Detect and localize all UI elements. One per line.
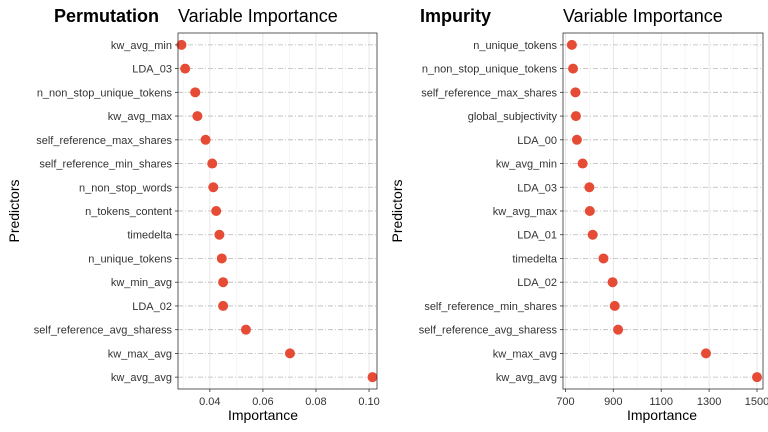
- impurity-y-tick-label: kw_avg_min: [496, 159, 557, 171]
- permutation-points: [176, 39, 378, 383]
- permutation-data-point: [180, 63, 191, 74]
- permutation-data-point: [216, 253, 227, 264]
- permutation-x-tick-label: 0.08: [305, 396, 326, 408]
- permutation-y-tick-label: n_non_stop_words: [79, 182, 172, 194]
- impurity-y-ticks: n_unique_tokens n_non_stop_unique_tokenss…: [419, 40, 563, 384]
- permutation-x-tick-label: 0.06: [252, 396, 273, 408]
- impurity-x-tick-label: 900: [604, 396, 622, 408]
- permutation-data-point: [211, 206, 222, 216]
- impurity-y-axis-title: Predictors: [389, 179, 405, 242]
- permutation-data-point: [207, 158, 218, 169]
- permutation-panel: Permutation Variable Importance Importan…: [6, 6, 380, 423]
- impurity-y-tick-label: n_non_stop_unique_tokens: [422, 64, 558, 76]
- impurity-x-axis-title: Importance: [627, 407, 697, 423]
- impurity-y-tick-label: n_unique_tokens: [473, 40, 557, 52]
- impurity-data-point: [571, 134, 582, 145]
- permutation-x-ticks: 0.04 0.06 0.08 0.10: [199, 389, 380, 408]
- impurity-y-tick-label: global_subjectivity: [468, 111, 558, 123]
- impurity-data-point: [570, 111, 581, 122]
- impurity-data-point: [584, 206, 595, 216]
- impurity-y-tick-label: kw_avg_max: [493, 206, 558, 218]
- impurity-x-tick-label: 1300: [697, 396, 721, 408]
- permutation-data-point: [367, 372, 378, 383]
- permutation-y-tick-label: timedelta: [127, 230, 173, 242]
- permutation-y-tick-label: kw_avg_avg: [111, 372, 172, 384]
- impurity-data-point: [598, 253, 609, 264]
- impurity-data-point: [584, 182, 595, 193]
- permutation-data-point: [176, 39, 187, 50]
- permutation-y-tick-label: self_reference_min_shares: [39, 159, 172, 171]
- impurity-y-tick-label: LDA_00: [517, 135, 557, 147]
- permutation-y-tick-label: n_unique_tokens: [88, 253, 172, 265]
- permutation-y-tick-label: kw_max_avg: [108, 348, 172, 360]
- permutation-data-point: [200, 134, 211, 145]
- permutation-x-axis-title: Importance: [228, 407, 298, 423]
- impurity-data-point: [700, 348, 711, 359]
- permutation-y-tick-label: LDA_03: [132, 64, 172, 76]
- permutation-data-point: [284, 348, 295, 359]
- permutation-data-point: [190, 87, 201, 98]
- permutation-y-ticks: kw_avg_min LDA_03 n_non_stop_unique_tokens…: [34, 40, 178, 384]
- permutation-x-tick-label: 0.04: [199, 396, 220, 408]
- impurity-data-point: [609, 300, 620, 311]
- permutation-data-point: [218, 277, 229, 288]
- impurity-y-tick-label: LDA_01: [517, 230, 557, 242]
- permutation-y-tick-label: n_tokens_content: [85, 206, 172, 218]
- impurity-x-tick-label: 700: [556, 396, 574, 408]
- permutation-x-tick-label: 0.10: [358, 396, 379, 408]
- impurity-points: [566, 39, 763, 383]
- impurity-y-tick-label: LDA_02: [517, 277, 557, 289]
- permutation-chart-title: Variable Importance: [178, 6, 338, 26]
- impurity-data-point: [607, 277, 618, 288]
- permutation-data-point: [218, 300, 229, 311]
- permutation-panel-tag: Permutation: [54, 6, 159, 26]
- permutation-y-tick-label: kw_avg_max: [108, 111, 173, 123]
- impurity-y-tick-label: self_reference_avg_sharess: [419, 325, 558, 337]
- permutation-data-point: [192, 111, 203, 122]
- impurity-y-tick-label: kw_max_avg: [493, 348, 557, 360]
- permutation-y-tick-label: kw_avg_min: [111, 40, 172, 52]
- impurity-y-tick-label: self_reference_min_shares: [424, 301, 557, 313]
- impurity-data-point: [613, 324, 624, 335]
- impurity-data-point: [752, 372, 763, 383]
- permutation-y-tick-label: self_reference_avg_sharess: [34, 325, 173, 337]
- impurity-chart-title: Variable Importance: [563, 6, 723, 26]
- impurity-x-tick-label: 1100: [649, 396, 673, 408]
- permutation-data-point: [240, 324, 251, 335]
- impurity-y-tick-label: kw_avg_avg: [496, 372, 557, 384]
- impurity-x-ticks: 700 900 1100 1300 1500: [556, 389, 768, 408]
- permutation-plot-area: [178, 33, 377, 389]
- impurity-y-tick-label: timedelta: [512, 253, 558, 265]
- impurity-data-point: [577, 158, 588, 169]
- impurity-y-tick-label: LDA_03: [517, 182, 557, 194]
- impurity-data-point: [587, 229, 598, 240]
- permutation-data-point: [214, 229, 225, 240]
- impurity-data-point: [568, 63, 579, 74]
- permutation-y-tick-label: LDA_02: [132, 301, 172, 313]
- impurity-x-tick-label: 1500: [745, 396, 768, 408]
- impurity-y-tick-label: self_reference_max_shares: [421, 87, 557, 99]
- permutation-data-point: [208, 182, 219, 193]
- impurity-panel: Impurity Variable Importance Importance …: [389, 6, 768, 423]
- permutation-y-tick-label: self_reference_max_shares: [36, 135, 172, 147]
- permutation-y-tick-label: kw_min_avg: [111, 277, 172, 289]
- permutation-y-axis-title: Predictors: [6, 179, 22, 242]
- impurity-panel-tag: Impurity: [420, 6, 491, 26]
- impurity-data-point: [570, 87, 581, 98]
- permutation-y-tick-label: n_non_stop_unique_tokens: [37, 87, 173, 99]
- impurity-data-point: [566, 39, 577, 50]
